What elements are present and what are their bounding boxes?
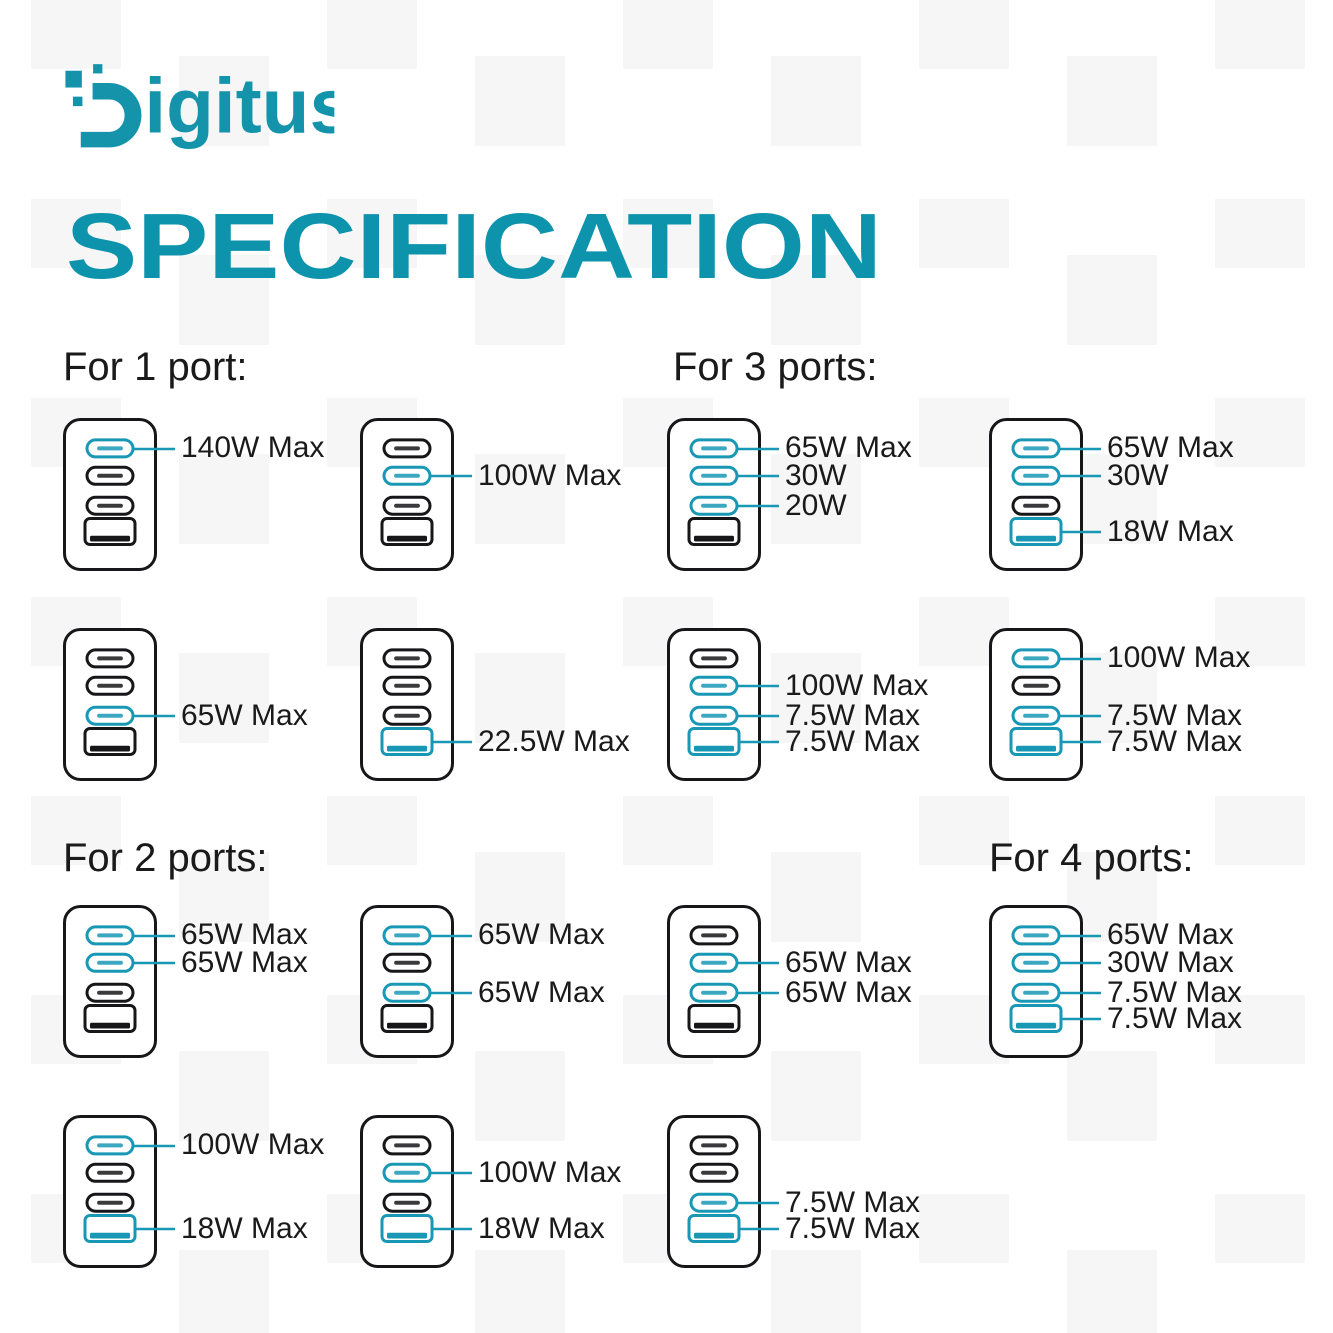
svg-text:igitus: igitus xyxy=(144,61,334,149)
